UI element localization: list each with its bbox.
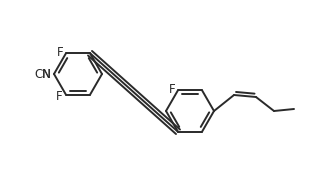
Text: F: F [56, 90, 63, 103]
Text: N: N [42, 67, 51, 80]
Text: F: F [56, 46, 63, 59]
Text: CN: CN [34, 67, 51, 80]
Text: F: F [168, 83, 175, 96]
